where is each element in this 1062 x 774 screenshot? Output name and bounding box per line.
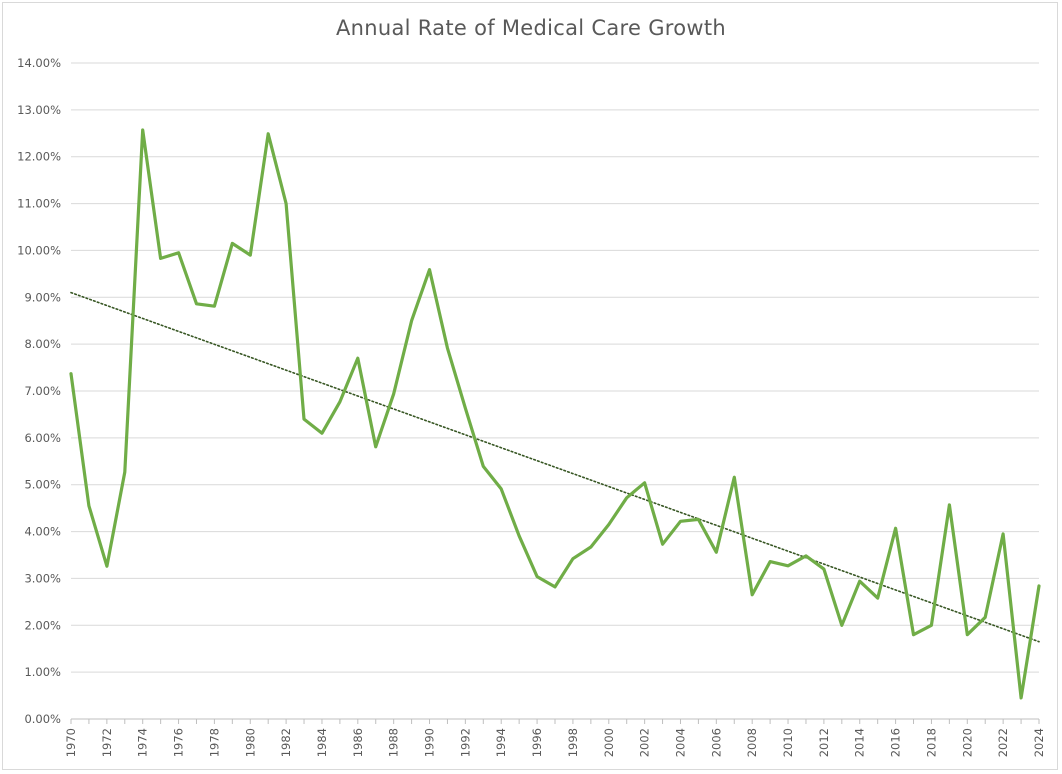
x-tick-label: 1996 xyxy=(530,728,544,757)
x-tick-label: 2020 xyxy=(960,728,974,757)
x-tick-label: 1974 xyxy=(136,728,150,757)
x-tick-label: 2018 xyxy=(924,728,938,757)
y-tick-label: 3.00% xyxy=(24,571,61,585)
x-tick-label: 1986 xyxy=(351,728,365,757)
trendline-layer xyxy=(70,291,1040,643)
x-tick-label: 2024 xyxy=(1032,728,1046,757)
y-tick-label: 11.00% xyxy=(17,197,61,211)
y-tick-label: 13.00% xyxy=(17,103,61,117)
y-tick-label: 7.00% xyxy=(24,384,61,398)
y-tick-label: 4.00% xyxy=(24,525,61,539)
x-tick-label: 1972 xyxy=(100,728,114,757)
x-tick-label: 2002 xyxy=(638,728,652,757)
series-line xyxy=(69,128,1041,700)
y-tick-label: 8.00% xyxy=(24,337,61,351)
chart-title: Annual Rate of Medical Care Growth xyxy=(335,16,727,40)
y-tick-label: 6.00% xyxy=(24,431,61,445)
series-layer xyxy=(69,128,1041,700)
y-tick-label: 12.00% xyxy=(17,150,61,164)
y-axis-ticks: 0.00% 1.00% 2.00% 3.00% 4.00% 5.00% 6.00% 7.00%… xyxy=(17,56,61,726)
x-tick-label: 2008 xyxy=(745,728,759,757)
x-tick-label: 2022 xyxy=(996,728,1010,757)
x-tick-label: 1994 xyxy=(494,728,508,757)
x-tick-label: 1990 xyxy=(423,728,437,757)
x-tick-label: 1988 xyxy=(387,728,401,757)
x-tick-label: 1976 xyxy=(172,728,186,757)
x-tick-label: 2016 xyxy=(889,728,903,757)
x-tick-label: 1980 xyxy=(243,728,257,757)
y-tick-label: 5.00% xyxy=(24,478,61,492)
x-tick-label: 1982 xyxy=(279,728,293,757)
x-tick-label: 2012 xyxy=(817,728,831,757)
x-tick-label: 2004 xyxy=(673,728,687,757)
x-tick-label: 1984 xyxy=(315,728,329,757)
trendline xyxy=(70,291,1040,643)
x-tick-label: 2010 xyxy=(781,728,795,757)
x-tick-label: 1992 xyxy=(458,728,472,757)
x-tick-label: 2014 xyxy=(853,728,867,757)
y-tick-label: 2.00% xyxy=(24,618,61,632)
y-tick-label: 14.00% xyxy=(17,56,61,70)
x-tick-label: 2006 xyxy=(709,728,723,757)
x-tick-label: 2000 xyxy=(602,728,616,757)
x-tick-label: 1978 xyxy=(207,728,221,757)
x-axis-ticks: 1970 1972 1974 1976 1978 1980 1982 1984 1986 1988… xyxy=(64,719,1046,757)
y-tick-label: 10.00% xyxy=(17,243,61,257)
y-tick-label: 0.00% xyxy=(24,712,61,726)
x-tick-label: 1970 xyxy=(64,728,78,757)
gridlines xyxy=(71,62,1039,720)
y-tick-label: 9.00% xyxy=(24,290,61,304)
x-tick-label: 1998 xyxy=(566,728,580,757)
y-tick-label: 1.00% xyxy=(24,665,61,679)
